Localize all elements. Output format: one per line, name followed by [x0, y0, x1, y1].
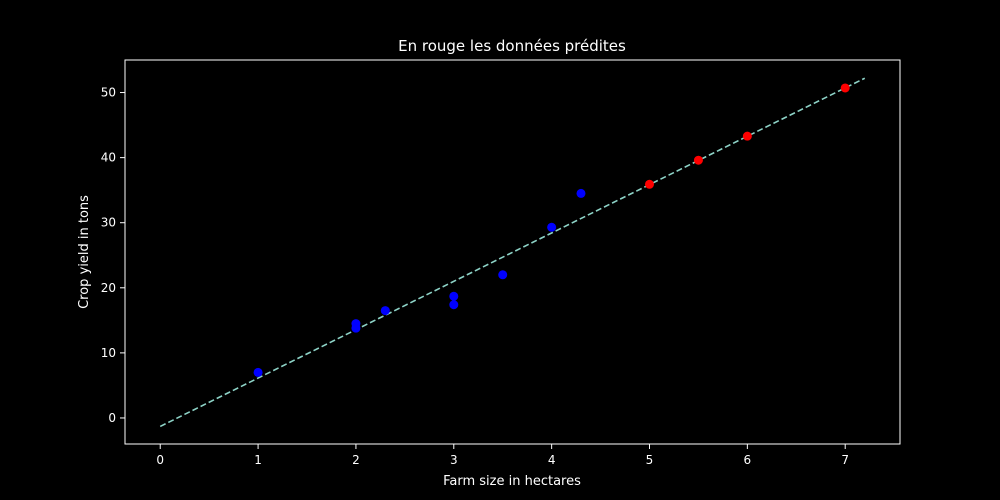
observed-point — [380, 306, 390, 316]
x-tick-label: 1 — [254, 453, 262, 467]
observed-point — [253, 367, 263, 377]
y-tick-label: 20 — [101, 281, 116, 295]
predicted-point — [693, 155, 703, 165]
y-axis: 0 10 20 30 40 50 — [101, 86, 125, 425]
observed-point — [449, 291, 459, 301]
predicted-point — [644, 179, 654, 189]
x-axis-label: Farm size in hectares — [443, 474, 581, 489]
y-tick-label: 0 — [108, 411, 116, 425]
x-tick-label: 7 — [841, 453, 849, 467]
y-tick-label: 10 — [101, 346, 116, 360]
y-tick-label: 50 — [101, 86, 116, 100]
regression-line — [159, 77, 866, 428]
x-axis: 0 1 2 3 4 5 6 7 — [156, 444, 849, 467]
y-tick-label: 40 — [101, 151, 116, 165]
predicted-point — [840, 83, 850, 93]
y-axis-label: Crop yield in tons — [77, 195, 92, 309]
observed-point — [498, 270, 508, 280]
x-tick-label: 4 — [548, 453, 556, 467]
chart-title: En rouge les données prédites — [398, 37, 626, 55]
x-tick-label: 5 — [646, 453, 654, 467]
x-tick-label: 2 — [352, 453, 360, 467]
observed-point — [351, 323, 361, 333]
y-tick-label: 30 — [101, 216, 116, 230]
series-layer — [159, 77, 866, 428]
observed-point — [576, 188, 586, 198]
x-tick-label: 3 — [450, 453, 458, 467]
observed-point — [547, 222, 557, 232]
x-tick-label: 0 — [156, 453, 164, 467]
x-tick-label: 6 — [744, 453, 752, 467]
predicted-point — [742, 131, 752, 141]
observed-point — [449, 300, 459, 310]
plot-area-frame — [124, 59, 901, 445]
